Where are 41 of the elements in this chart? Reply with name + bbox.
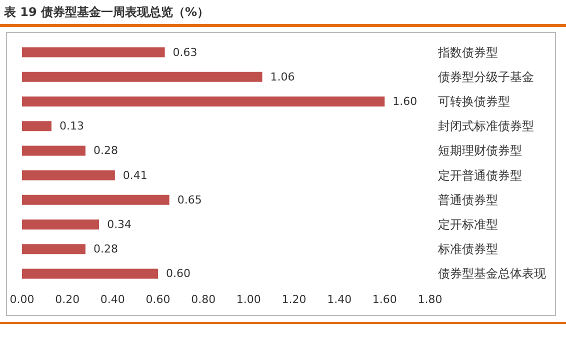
bar — [22, 96, 385, 106]
data-label: 0.41 — [122, 168, 148, 182]
data-label: 0.28 — [93, 242, 118, 256]
y-tick-label: 债券型基金总体表现 — [438, 266, 546, 281]
bar — [22, 72, 262, 82]
x-tick-label: 0.00 — [10, 293, 34, 306]
data-label: 0.34 — [107, 218, 132, 231]
x-tick-label: 0.80 — [191, 293, 216, 306]
y-tick-label: 指数债券型 — [437, 45, 498, 60]
bar — [22, 47, 165, 58]
x-tick-label: 1.40 — [327, 293, 352, 306]
bar — [22, 220, 100, 230]
data-label: 0.63 — [172, 46, 198, 59]
bar — [22, 194, 170, 205]
y-tick-label: 定开标准型 — [438, 218, 498, 232]
y-tick-label: 债券型分级子基金 — [438, 70, 534, 84]
x-tick-label: 1.80 — [418, 293, 442, 306]
y-tick-label: 短期理财债券型 — [438, 144, 522, 158]
data-label: 0.13 — [59, 120, 84, 133]
bar — [22, 244, 86, 254]
data-label: 1.06 — [270, 70, 295, 84]
y-tick-label: 标准债券型 — [437, 242, 498, 256]
data-label: 0.60 — [166, 267, 190, 280]
y-tick-label: 可转换债券型 — [438, 94, 510, 108]
bar — [22, 121, 52, 132]
chart-title: 表 19 债券型基金一周表现总览（%） — [4, 4, 210, 21]
y-tick-label: 封闭式标准债券型 — [438, 119, 534, 134]
x-tick-label: 0.40 — [100, 293, 125, 306]
data-label: 0.28 — [93, 144, 118, 158]
bar — [22, 170, 115, 180]
bar — [22, 146, 86, 156]
data-label: 1.60 — [392, 95, 418, 108]
y-tick-label: 定开普通债券型 — [438, 168, 522, 182]
x-tick-label: 0.20 — [55, 293, 80, 306]
y-tick-label: 普通债券型 — [438, 192, 498, 207]
bar — [22, 268, 158, 279]
x-tick-label: 1.00 — [236, 293, 261, 306]
x-tick-label: 0.60 — [146, 293, 170, 306]
x-tick-label: 1.60 — [372, 293, 397, 306]
data-label: 0.65 — [177, 193, 202, 206]
x-tick-label: 1.20 — [282, 293, 306, 306]
